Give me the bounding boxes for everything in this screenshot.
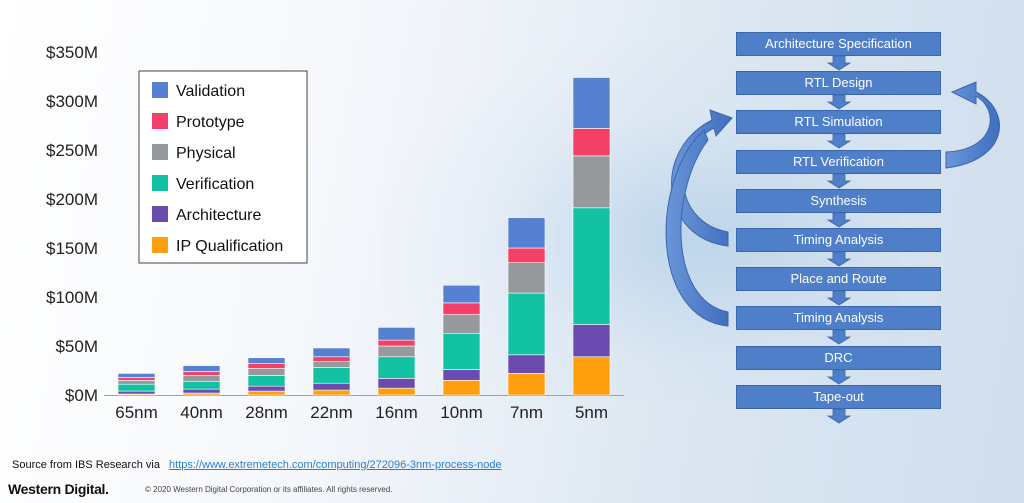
source-prefix: Source from IBS Research via <box>12 459 160 471</box>
flow-down-arrow <box>826 290 852 306</box>
bar-segment-validation <box>442 284 481 304</box>
flow-down-arrow <box>826 55 852 71</box>
legend-label: Validation <box>176 83 245 100</box>
y-tick-label: $350M <box>46 43 98 62</box>
bar-segment-verification <box>572 207 611 325</box>
flow-step-timing-analysis: Timing Analysis <box>736 306 941 330</box>
legend-label: Verification <box>176 176 254 193</box>
bar-segment-validation <box>377 327 416 341</box>
x-tick-label: 5nm <box>575 403 608 422</box>
flow-step-rtl-verification: RTL Verification <box>736 150 941 174</box>
bar-segment-validation <box>312 347 351 358</box>
flow-step-tape-out: Tape-out <box>736 385 941 409</box>
legend-swatch <box>152 144 168 160</box>
bar-segment-validation <box>117 373 156 378</box>
source-link[interactable]: https://www.extremetech.com/computing/27… <box>169 459 502 471</box>
y-tick-label: $250M <box>46 141 98 160</box>
y-tick-label: $50M <box>55 337 98 356</box>
bar-segment-prototype <box>572 128 611 157</box>
legend-swatch <box>152 175 168 191</box>
x-tick-label: 28nm <box>245 403 288 422</box>
flow-down-arrow <box>826 173 852 189</box>
flow-down-arrow <box>826 212 852 228</box>
x-tick-label: 16nm <box>375 403 418 422</box>
bar-segment-validation <box>507 217 546 249</box>
flow-down-arrow <box>826 94 852 110</box>
legend-label: Architecture <box>176 207 261 224</box>
legend-swatch <box>152 82 168 98</box>
loop-arrow-left-lower <box>665 129 729 327</box>
flow-down-arrow <box>826 251 852 267</box>
flow-down-arrow <box>826 329 852 345</box>
x-tick-label: 22nm <box>310 403 353 422</box>
y-tick-label: $200M <box>46 190 98 209</box>
source-note: Source from IBS Research via https://www… <box>12 459 502 471</box>
legend-swatch <box>152 237 168 253</box>
legend-box <box>138 70 308 264</box>
x-tick-label: 7nm <box>510 403 543 422</box>
bar-segment-validation <box>182 365 221 372</box>
y-tick-label: $100M <box>46 288 98 307</box>
legend-label: Prototype <box>176 114 245 131</box>
flow-step-synthesis: Synthesis <box>736 189 941 213</box>
brand-logo: Western Digital. <box>8 481 109 497</box>
flow-step-place-and-route: Place and Route <box>736 267 941 291</box>
flow-down-arrow <box>826 408 852 424</box>
legend-label: Physical <box>176 145 236 162</box>
chart-legend: Validation Prototype Physical Verification A… <box>138 70 308 264</box>
copyright-notice: © 2020 Western Digital Corporation or it… <box>145 485 393 494</box>
bar-segment-verification <box>507 292 546 356</box>
bar-segment-validation <box>247 357 286 364</box>
flow-step-architecture-specification: Architecture Specification <box>736 32 941 56</box>
x-tick-label: 40nm <box>180 403 223 422</box>
flow-step-rtl-design: RTL Design <box>736 71 941 95</box>
x-tick-label: 65nm <box>115 403 158 422</box>
x-tick-label: 10nm <box>440 403 483 422</box>
legend-swatch <box>152 113 168 129</box>
bar-segment-architecture <box>572 324 611 358</box>
y-tick-label: $0M <box>65 386 98 405</box>
legend-swatch <box>152 206 168 222</box>
flow-step-timing-analysis: Timing Analysis <box>736 228 941 252</box>
y-tick-label: $150M <box>46 239 98 258</box>
bar-segment-verification <box>442 332 481 370</box>
y-tick-label: $300M <box>46 92 98 111</box>
bar-segment-validation <box>572 77 611 129</box>
flow-down-arrow <box>826 369 852 385</box>
flow-step-drc: DRC <box>736 346 941 370</box>
loop-arrow-right <box>945 81 1000 169</box>
flow-down-arrow <box>826 133 852 149</box>
flow-step-rtl-simulation: RTL Simulation <box>736 110 941 134</box>
legend-label: IP Qualification <box>176 238 283 255</box>
